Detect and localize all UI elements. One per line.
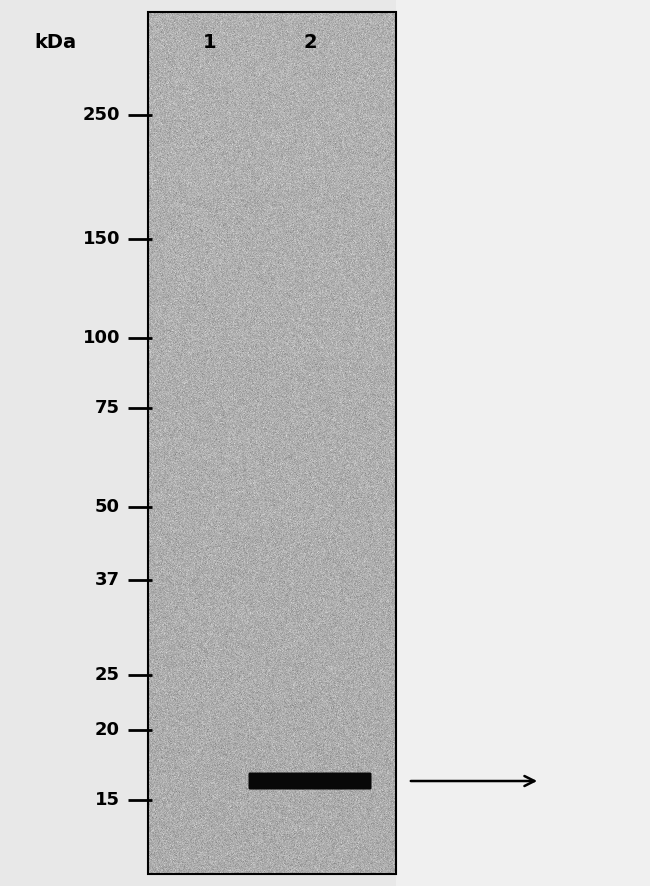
Text: 20: 20 <box>95 720 120 739</box>
Text: 50: 50 <box>95 498 120 516</box>
Bar <box>396 0 650 886</box>
Text: 2: 2 <box>303 33 317 51</box>
Text: 1: 1 <box>203 33 217 51</box>
Text: 100: 100 <box>83 329 120 347</box>
Bar <box>148 12 396 874</box>
Text: kDa: kDa <box>34 33 76 51</box>
Text: 250: 250 <box>83 106 120 124</box>
Text: 25: 25 <box>95 666 120 684</box>
Text: 75: 75 <box>95 399 120 417</box>
Text: 150: 150 <box>83 230 120 248</box>
Text: 15: 15 <box>95 790 120 809</box>
Text: 37: 37 <box>95 571 120 589</box>
FancyBboxPatch shape <box>248 773 372 789</box>
